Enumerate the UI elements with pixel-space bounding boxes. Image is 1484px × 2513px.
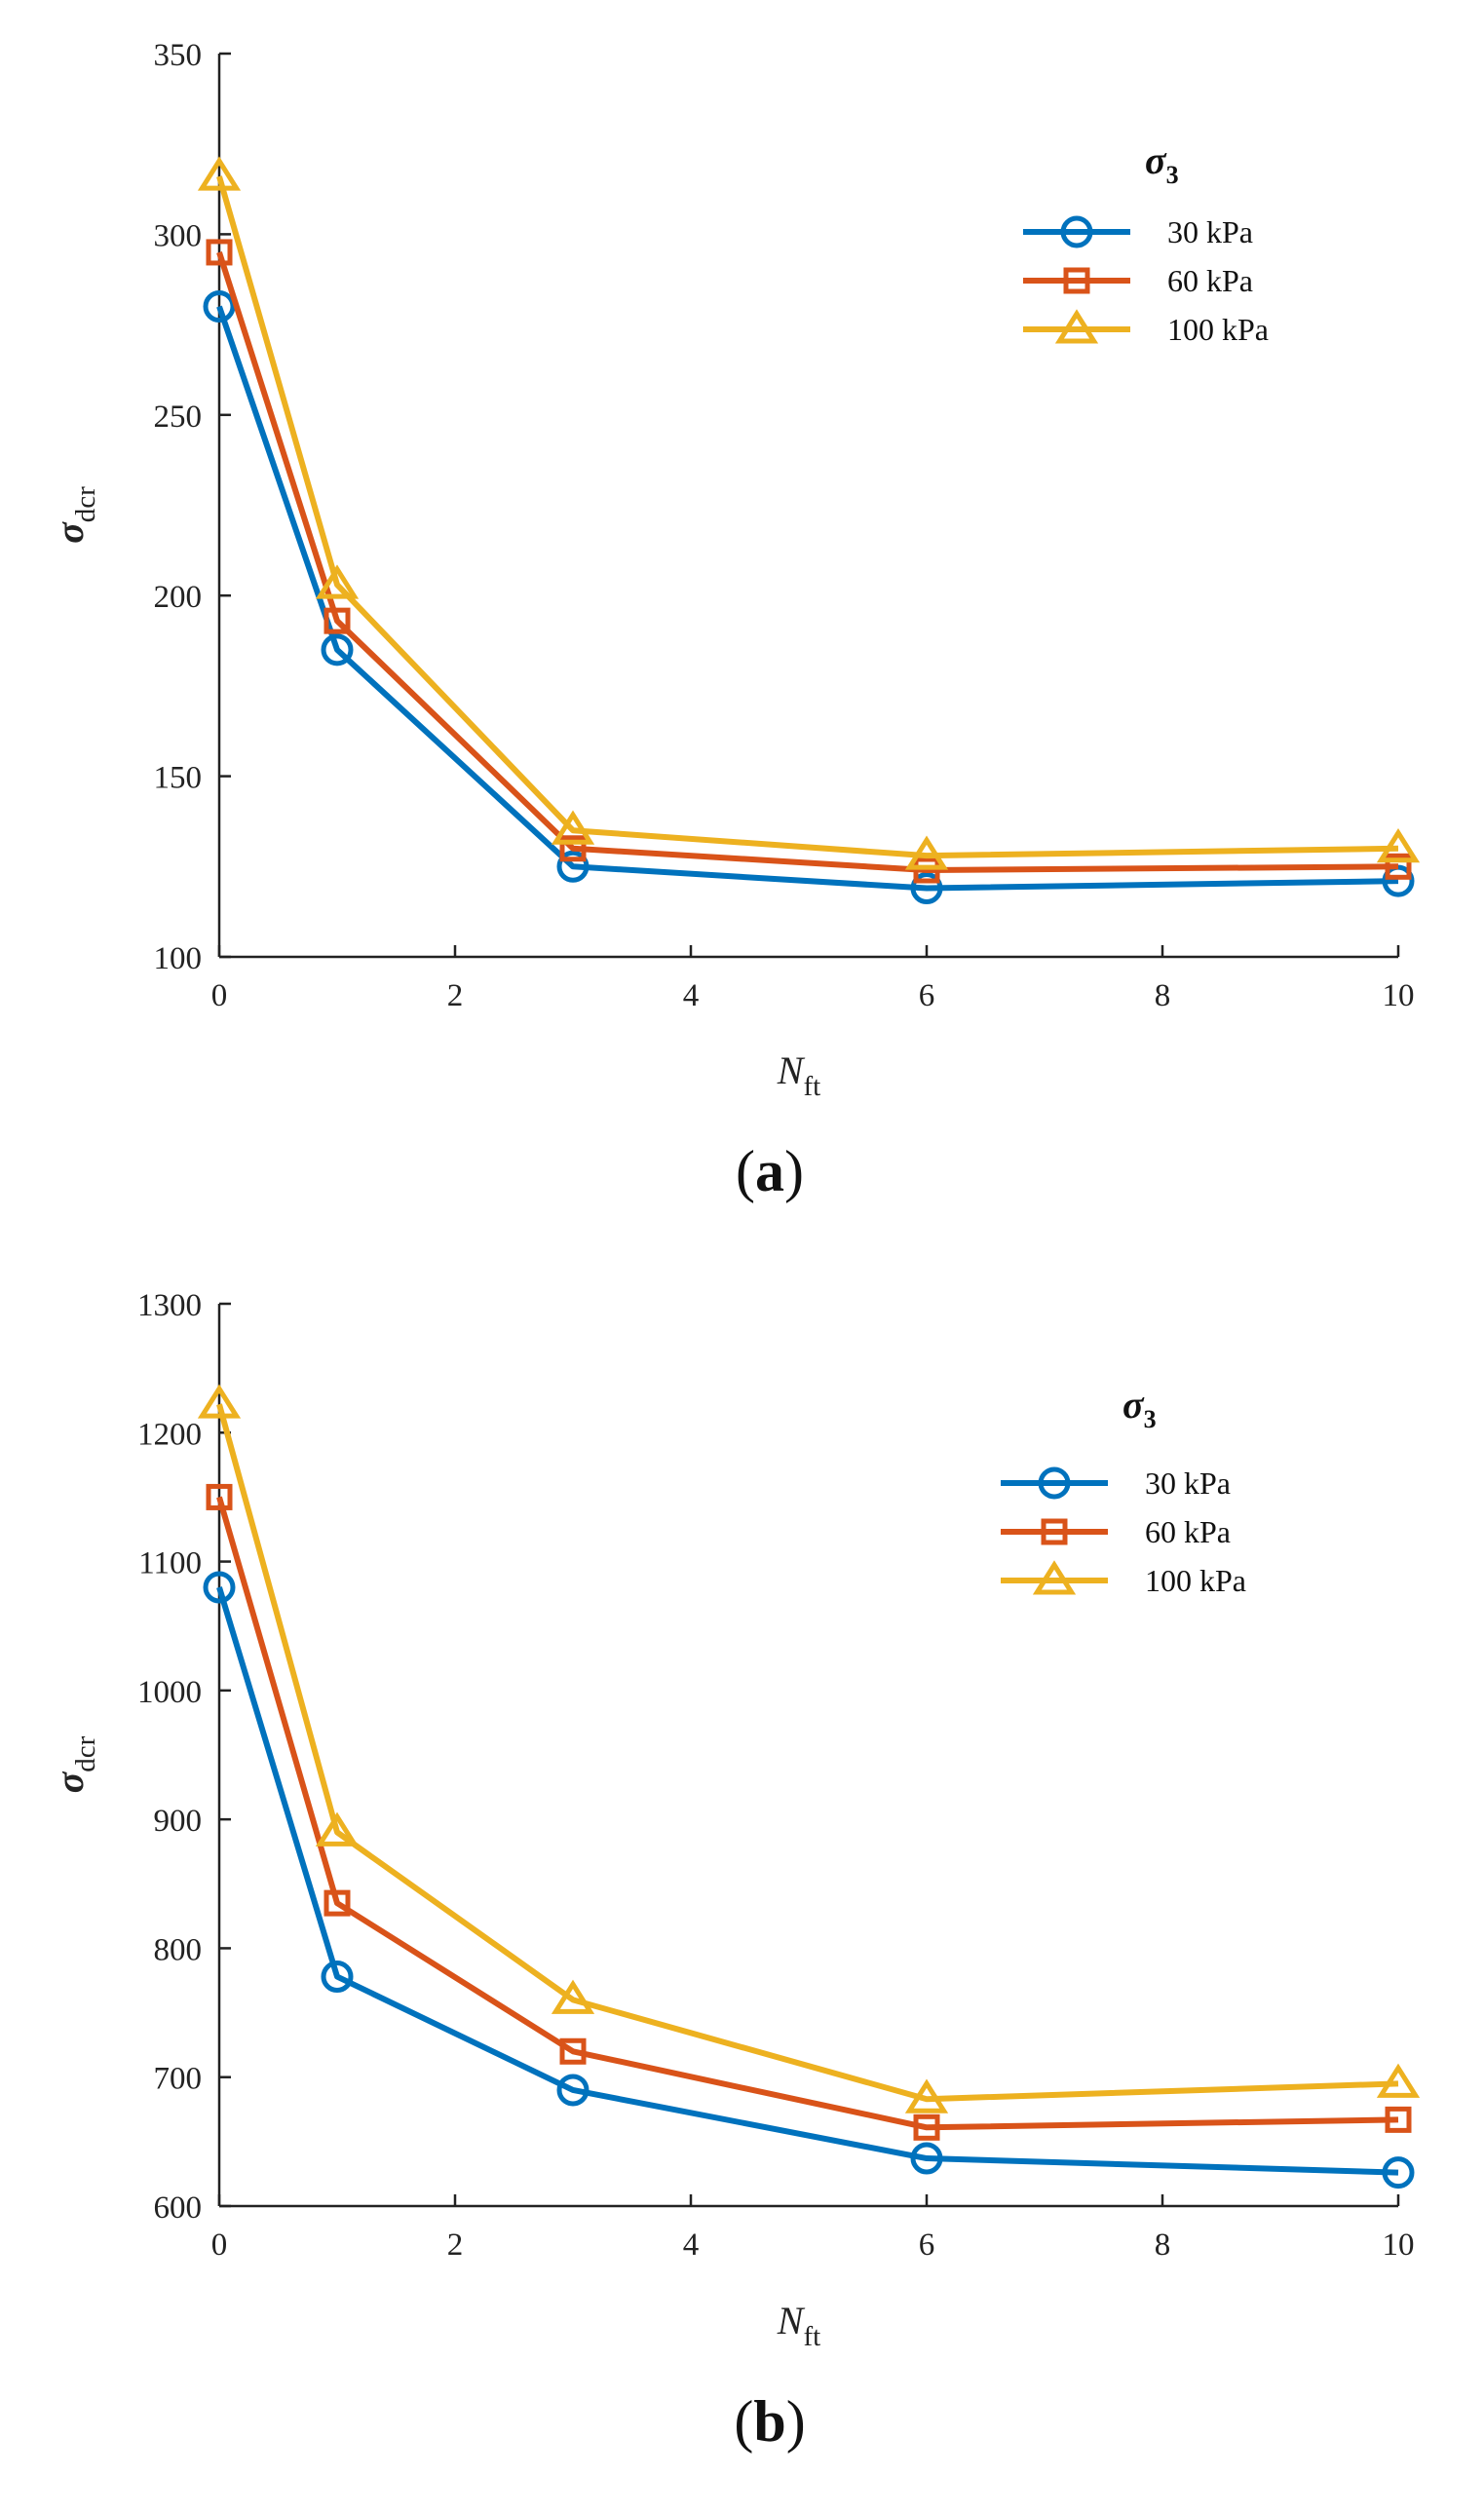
x-axis-title: Nft (777, 1048, 820, 1102)
data-point-circle (556, 850, 590, 883)
legend-label: 60 kPa (1145, 1514, 1231, 1549)
series-100-kpa (197, 1384, 1421, 2113)
x-tick-label: 0 (211, 978, 228, 1013)
data-point-square (1385, 2106, 1412, 2133)
x-tick-label: 8 (1155, 978, 1171, 1013)
data-point-circle (321, 633, 354, 666)
data-point-circle (910, 2142, 943, 2175)
y-tick-label: 1300 (137, 1288, 202, 1323)
y-tick-label: 250 (154, 400, 203, 435)
legend-item: 30 kPa (1001, 1466, 1231, 1501)
data-point-square (323, 1889, 351, 1917)
y-tick-label: 600 (154, 2190, 203, 2226)
y-tick-label: 700 (154, 2062, 203, 2097)
legend-item: 60 kPa (1001, 1514, 1231, 1549)
x-tick-label: 8 (1155, 2227, 1171, 2263)
x-tick-label: 6 (919, 978, 935, 1013)
series-line (216, 1586, 1399, 2176)
legend-label: 100 kPa (1167, 312, 1269, 347)
data-point-circle (321, 1961, 354, 1994)
series-line (216, 1403, 1399, 2103)
data-point-circle (203, 1571, 236, 1604)
chart-panel-b: 600 700 800 900 1000 1100 1200 1300 0 2 4 6 8 10 Nft σd… (48, 1288, 1421, 2454)
x-tick-label: 0 (211, 2227, 228, 2263)
data-point-triangle (551, 810, 595, 845)
data-point-triangle (197, 1384, 242, 1419)
legend-title: σ3 (1123, 1383, 1157, 1433)
data-point-triangle (315, 1811, 360, 1847)
y-tick-label: 1200 (137, 1417, 202, 1452)
series-line (216, 1496, 1399, 2131)
y-tick-label: 800 (154, 1932, 203, 1967)
data-point-square (206, 239, 233, 266)
y-tick-label: 900 (154, 1804, 203, 1839)
chart-panel-a: 100 150 200 250 300 350 0 2 4 6 8 10 Nft σdcr σ3 30 kPa… (48, 38, 1421, 1203)
data-point-square (323, 607, 351, 634)
x-axis-title: Nft (777, 2299, 820, 2352)
data-point-triangle (315, 564, 360, 599)
data-point-triangle (197, 156, 242, 191)
legend-item: 100 kPa (1001, 1560, 1246, 1598)
data-point-square (206, 1483, 233, 1510)
y-tick-label: 100 (154, 941, 203, 976)
y-tick-label: 1000 (137, 1675, 202, 1710)
data-point-triangle (904, 2078, 949, 2113)
data-point-circle (203, 290, 236, 324)
data-point-square (913, 857, 940, 884)
x-tick-label: 2 (447, 978, 464, 1013)
data-point-circle (556, 2074, 590, 2107)
x-tick-label: 6 (919, 2227, 935, 2263)
y-tick-label: 300 (154, 218, 203, 253)
series-30-kpa (203, 290, 1415, 905)
series-line (216, 175, 1399, 859)
y-tick-label: 1100 (138, 1546, 202, 1581)
series-100-kpa (197, 156, 1421, 870)
data-point-circle (910, 872, 943, 905)
data-point-triangle (904, 835, 949, 870)
legend-marker-triangle (1054, 309, 1099, 344)
legend-title: σ3 (1145, 138, 1179, 189)
y-tick-label: 150 (154, 761, 203, 796)
data-point-triangle (1376, 2063, 1421, 2098)
data-point-square (913, 2113, 940, 2141)
data-point-circle (1382, 2156, 1415, 2189)
legend: σ3 30 kPa 60 kPa 100 kPa (1001, 1383, 1246, 1598)
series-60-kpa (206, 1483, 1412, 2141)
legend-label: 30 kPa (1167, 214, 1253, 249)
y-axis-title: σdcr (48, 1735, 101, 1793)
legend: σ3 30 kPa 60 kPa 100 kPa (1023, 138, 1269, 347)
data-point-square (559, 2037, 587, 2065)
series-30-kpa (203, 1571, 1415, 2189)
panel-label: (a) (736, 1139, 804, 1203)
legend-label: 30 kPa (1145, 1466, 1231, 1501)
legend-marker-triangle (1032, 1560, 1077, 1595)
series-line (216, 251, 1399, 874)
data-point-square (1385, 853, 1412, 880)
x-tick-label: 2 (447, 2227, 464, 2263)
x-tick-label: 4 (683, 2227, 700, 2263)
legend-item: 100 kPa (1023, 309, 1269, 347)
legend-marker-square (1063, 267, 1090, 294)
legend-marker-square (1041, 1518, 1068, 1545)
legend-marker-circle (1060, 215, 1093, 248)
legend-label: 60 kPa (1167, 263, 1253, 298)
legend-marker-circle (1038, 1466, 1071, 1500)
x-tick-label: 10 (1383, 2227, 1415, 2263)
series-60-kpa (206, 239, 1412, 884)
data-point-square (559, 835, 587, 862)
y-axis-title: σdcr (48, 486, 101, 544)
legend-item: 60 kPa (1023, 263, 1253, 298)
legend-item: 30 kPa (1023, 214, 1253, 249)
x-tick-label: 4 (683, 978, 700, 1013)
data-point-triangle (1376, 828, 1421, 863)
panel-label: (b) (734, 2389, 805, 2454)
series-line (216, 305, 1399, 892)
legend-label: 100 kPa (1145, 1563, 1246, 1598)
y-tick-label: 200 (154, 580, 203, 615)
y-tick-label: 350 (154, 38, 203, 73)
data-point-triangle (551, 1979, 595, 2014)
x-tick-label: 10 (1383, 978, 1415, 1013)
